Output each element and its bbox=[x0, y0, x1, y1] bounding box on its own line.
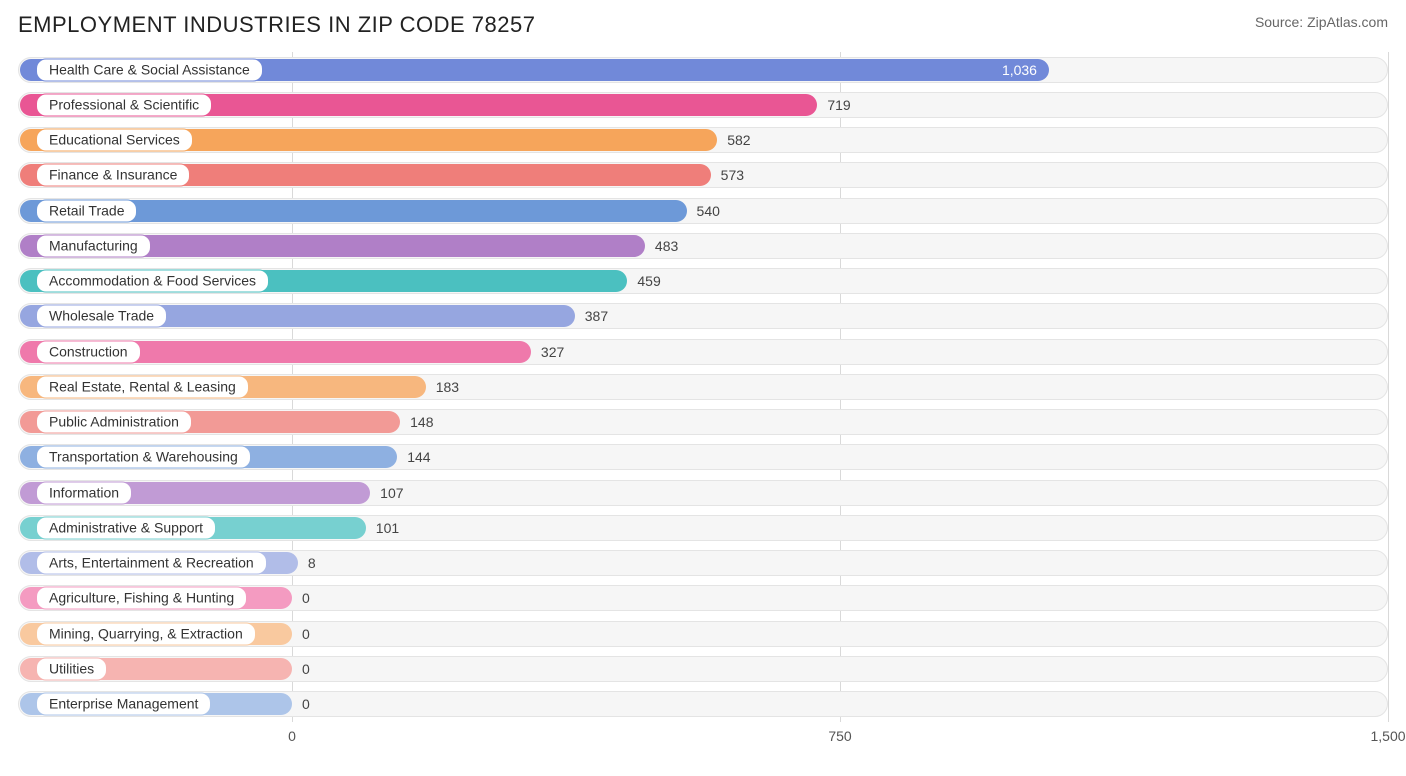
bar-value: 0 bbox=[302, 661, 310, 677]
bar-value: 459 bbox=[637, 273, 660, 289]
bar-row: Health Care & Social Assistance 1,036 bbox=[18, 57, 1388, 83]
bar-value: 1,036 bbox=[1002, 62, 1037, 78]
bar-label: Utilities bbox=[36, 657, 107, 680]
bar-value: 107 bbox=[380, 485, 403, 501]
bar-value: 0 bbox=[302, 696, 310, 712]
bar-value: 0 bbox=[302, 590, 310, 606]
bar-value: 327 bbox=[541, 344, 564, 360]
axis-tick: 0 bbox=[288, 728, 296, 744]
chart-title: EMPLOYMENT INDUSTRIES IN ZIP CODE 78257 bbox=[18, 12, 536, 38]
bar-label: Information bbox=[36, 481, 132, 504]
bars-region: Health Care & Social Assistance 1,036 Prof… bbox=[18, 52, 1388, 722]
gridline bbox=[1388, 52, 1389, 722]
bar-value: 719 bbox=[827, 97, 850, 113]
bar-value: 101 bbox=[376, 520, 399, 536]
bar-label: Accommodation & Food Services bbox=[36, 270, 269, 293]
bar-row: Wholesale Trade 387 bbox=[18, 303, 1388, 329]
bar-value: 540 bbox=[697, 203, 720, 219]
chart-container: EMPLOYMENT INDUSTRIES IN ZIP CODE 78257 … bbox=[0, 0, 1406, 776]
chart-header: EMPLOYMENT INDUSTRIES IN ZIP CODE 78257 … bbox=[18, 12, 1388, 38]
bar-label: Enterprise Management bbox=[36, 693, 211, 716]
bar-value: 483 bbox=[655, 238, 678, 254]
plot-area: Health Care & Social Assistance 1,036 Prof… bbox=[18, 52, 1388, 752]
bar-row: Information 107 bbox=[18, 480, 1388, 506]
bar-row: Administrative & Support 101 bbox=[18, 515, 1388, 541]
bar-value: 8 bbox=[308, 555, 316, 571]
bar-label: Wholesale Trade bbox=[36, 305, 167, 328]
bar-row: Accommodation & Food Services 459 bbox=[18, 268, 1388, 294]
bar-value: 0 bbox=[302, 626, 310, 642]
bar-value: 144 bbox=[407, 449, 430, 465]
bar-label: Agriculture, Fishing & Hunting bbox=[36, 587, 247, 610]
bar-value: 573 bbox=[721, 167, 744, 183]
bar-row: Utilities 0 bbox=[18, 656, 1388, 682]
bar-value: 582 bbox=[727, 132, 750, 148]
bar-label: Educational Services bbox=[36, 129, 193, 152]
bar-label: Transportation & Warehousing bbox=[36, 446, 251, 469]
bar-row: Enterprise Management 0 bbox=[18, 691, 1388, 717]
bar-value: 183 bbox=[436, 379, 459, 395]
bar-row: Construction 327 bbox=[18, 339, 1388, 365]
bar-label: Retail Trade bbox=[36, 199, 137, 222]
chart-source: Source: ZipAtlas.com bbox=[1255, 14, 1388, 30]
bar-value: 387 bbox=[585, 308, 608, 324]
bar-row: Manufacturing 483 bbox=[18, 233, 1388, 259]
bar-label: Finance & Insurance bbox=[36, 164, 190, 187]
bar-label: Administrative & Support bbox=[36, 516, 216, 539]
bar-row: Transportation & Warehousing 144 bbox=[18, 444, 1388, 470]
bar-row: Professional & Scientific 719 bbox=[18, 92, 1388, 118]
axis-tick: 750 bbox=[828, 728, 851, 744]
bar-row: Mining, Quarrying, & Extraction 0 bbox=[18, 621, 1388, 647]
bar-value: 148 bbox=[410, 414, 433, 430]
bar-label: Construction bbox=[36, 340, 141, 363]
bar-label: Real Estate, Rental & Leasing bbox=[36, 375, 249, 398]
bar-label: Professional & Scientific bbox=[36, 93, 212, 116]
bar-row: Educational Services 582 bbox=[18, 127, 1388, 153]
axis-tick: 1,500 bbox=[1370, 728, 1405, 744]
bar-row: Public Administration 148 bbox=[18, 409, 1388, 435]
bar-row: Retail Trade 540 bbox=[18, 198, 1388, 224]
bar-row: Arts, Entertainment & Recreation 8 bbox=[18, 550, 1388, 576]
bar-row: Agriculture, Fishing & Hunting 0 bbox=[18, 585, 1388, 611]
bar-label: Arts, Entertainment & Recreation bbox=[36, 552, 267, 575]
bar-row: Finance & Insurance 573 bbox=[18, 162, 1388, 188]
bar-label: Manufacturing bbox=[36, 234, 151, 257]
bar-label: Public Administration bbox=[36, 411, 192, 434]
bar-label: Mining, Quarrying, & Extraction bbox=[36, 622, 256, 645]
bar-row: Real Estate, Rental & Leasing 183 bbox=[18, 374, 1388, 400]
x-axis: 07501,500 bbox=[18, 722, 1388, 752]
bar-label: Health Care & Social Assistance bbox=[36, 58, 263, 81]
